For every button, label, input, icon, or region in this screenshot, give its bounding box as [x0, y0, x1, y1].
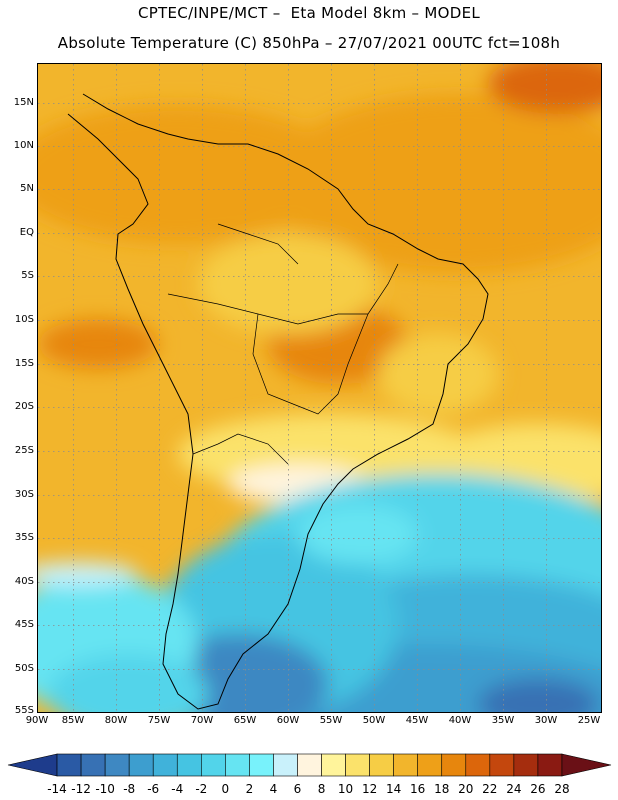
colorbar-label: -2 — [195, 782, 208, 796]
colorbar-label: 14 — [386, 782, 402, 796]
lat-label-45s: 45S — [14, 619, 34, 630]
colorbar-label: 8 — [317, 782, 326, 796]
colorbar-label: 0 — [221, 782, 230, 796]
lat-label-50s: 50S — [14, 663, 34, 674]
lat-label-15n: 15N — [13, 97, 34, 108]
lon-label-35w: 35W — [491, 715, 515, 726]
colorbar-swatch — [176, 753, 202, 777]
colorbar-swatch — [465, 753, 491, 777]
colorbar-swatch — [345, 753, 370, 777]
colorbar-label: 2 — [245, 782, 254, 796]
colorbar-label: 24 — [506, 782, 522, 796]
colorbar-label: -6 — [147, 782, 160, 796]
lat-label-30s: 30S — [14, 489, 34, 500]
south-america-coastline — [67, 93, 489, 710]
colorbar-swatch — [297, 753, 322, 777]
lon-label-85w: 85W — [61, 715, 85, 726]
lon-label-45w: 45W — [405, 715, 429, 726]
lon-label-30w: 30W — [534, 715, 558, 726]
lat-label-10s: 10S — [14, 314, 34, 325]
lat-label-20s: 20S — [14, 401, 34, 412]
colorbar-swatch — [537, 753, 563, 777]
colorbar-label: 10 — [337, 782, 354, 796]
country-borders — [167, 223, 399, 465]
colorbar-swatch — [201, 753, 226, 777]
colorbar-label: -14 — [47, 782, 67, 796]
colorbar-swatch — [321, 753, 346, 777]
colorbar-label: 4 — [269, 782, 278, 796]
colorbar-swatch — [369, 753, 394, 777]
colorbar-swatch — [249, 753, 274, 777]
lat-label-5s: 5S — [21, 270, 34, 281]
colorbar-swatch — [225, 753, 250, 777]
lat-label-10n: 10N — [13, 140, 34, 151]
colorbar-swatch — [417, 753, 443, 777]
lon-label-50w: 50W — [362, 715, 386, 726]
lon-label-75w: 75W — [147, 715, 171, 726]
colorbar-label: 20 — [458, 782, 474, 796]
colorbar-label: 18 — [434, 782, 450, 796]
colorbar-swatch — [56, 753, 82, 777]
colorbar — [7, 753, 612, 777]
colorbar-label: -4 — [171, 782, 184, 796]
lat-label-55s: 55S — [14, 705, 34, 716]
colorbar-label: -12 — [71, 782, 91, 796]
lon-label-55w: 55W — [319, 715, 343, 726]
lat-label-25s: 25S — [14, 445, 34, 456]
lon-label-65w: 65W — [233, 715, 257, 726]
title-line-2: Absolute Temperature (C) 850hPa – 27/07/… — [57, 34, 561, 52]
lon-label-70w: 70W — [190, 715, 214, 726]
colorbar-label: 16 — [410, 782, 426, 796]
lat-label-5n: 5N — [20, 183, 34, 194]
colorbar-label: 28 — [554, 782, 570, 796]
lon-label-25w: 25W — [577, 715, 601, 726]
colorbar-label: 12 — [361, 782, 378, 796]
colorbar-label: 22 — [482, 782, 498, 796]
colorbar-swatch — [489, 753, 515, 777]
colorbar-label: -10 — [95, 782, 115, 796]
colorbar-swatch — [152, 753, 178, 777]
colorbar-swatch — [513, 753, 539, 777]
lat-label-15s: 15S — [14, 358, 34, 369]
colorbar-label: 6 — [293, 782, 302, 796]
lon-label-90w: 90W — [25, 715, 49, 726]
lon-label-40w: 40W — [448, 715, 472, 726]
lat-label-40s: 40S — [14, 576, 34, 587]
colorbar-swatch — [104, 753, 130, 777]
colorbar-label: 26 — [530, 782, 546, 796]
lat-label-35s: 35S — [14, 532, 34, 543]
colorbar-swatch — [273, 753, 298, 777]
colorbar-swatch — [80, 753, 106, 777]
lon-label-60w: 60W — [276, 715, 300, 726]
title-line-1: CPTEC/INPE/MCT – Eta Model 8km – MODEL — [137, 4, 481, 22]
colorbar-swatch — [561, 753, 612, 777]
colorbar-label: -8 — [123, 782, 136, 796]
lon-label-80w: 80W — [104, 715, 128, 726]
temperature-map — [37, 63, 602, 713]
colorbar-swatch — [393, 753, 418, 777]
lat-label-eq: EQ — [19, 227, 34, 238]
graticule — [38, 64, 601, 712]
colorbar-swatch — [441, 753, 467, 777]
colorbar-swatch — [7, 753, 58, 777]
colorbar-swatch — [128, 753, 154, 777]
